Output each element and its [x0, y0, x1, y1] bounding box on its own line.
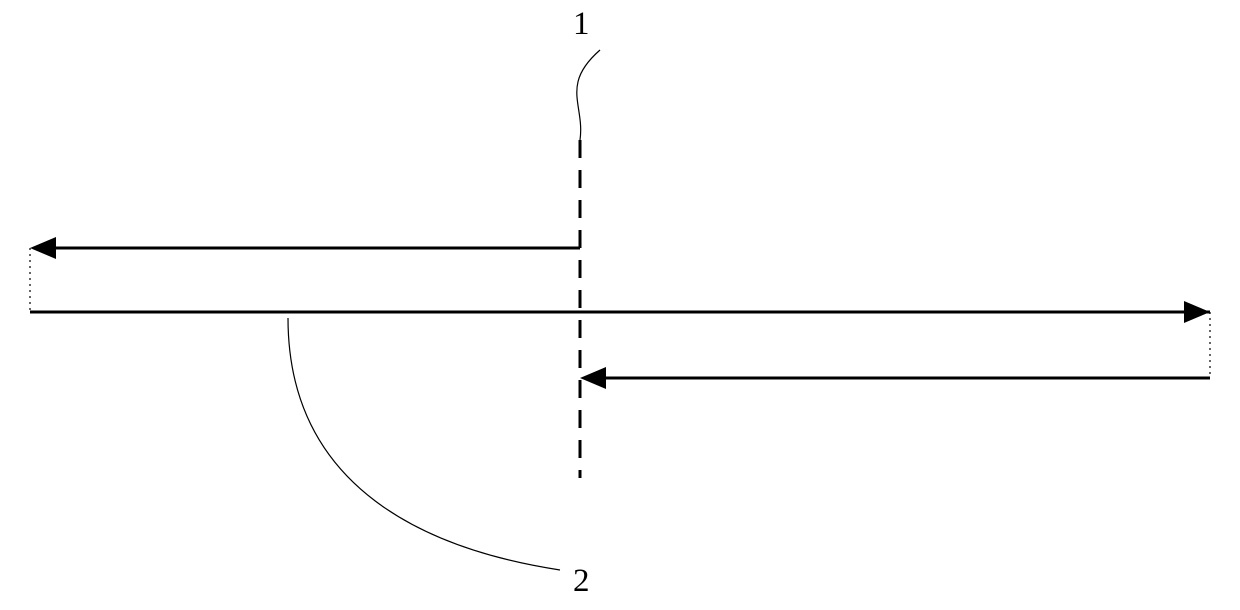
bottom-right-arrow-head	[580, 367, 606, 389]
mid-line-right-arrow-head	[1184, 301, 1210, 323]
label-2: 2	[573, 565, 590, 598]
label-1: 1	[573, 8, 590, 41]
leader-line-2	[288, 318, 560, 570]
diagram-canvas	[0, 0, 1240, 610]
leader-line-1	[577, 50, 600, 140]
top-left-arrow-head	[30, 237, 56, 259]
